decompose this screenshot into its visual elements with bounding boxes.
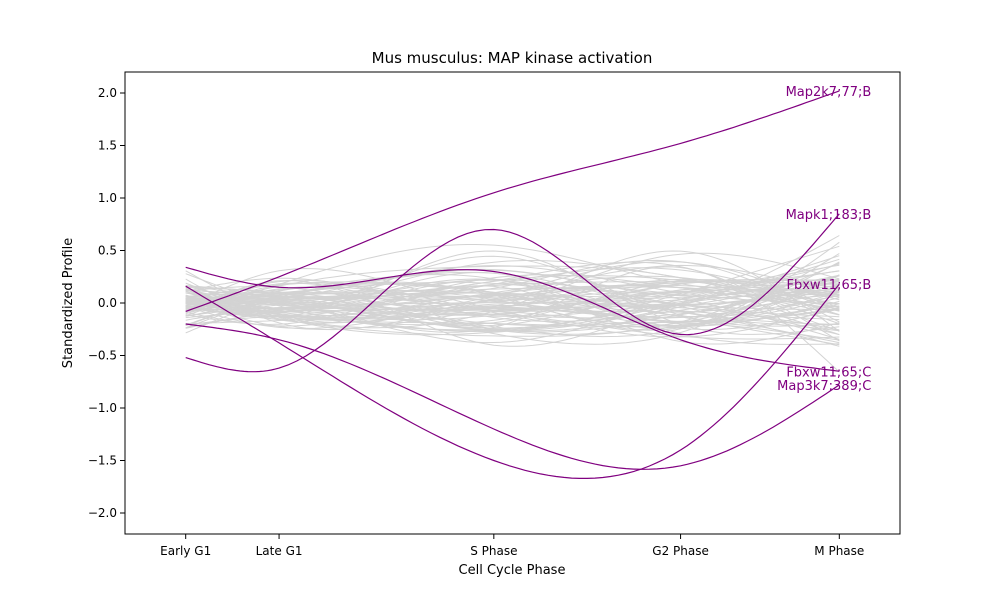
y-tick-label: 1.0 — [98, 191, 117, 205]
x-tick-label: M Phase — [814, 544, 864, 558]
background-series-line — [185, 278, 840, 318]
background-series-line — [185, 294, 840, 321]
highlighted-series-line — [185, 213, 840, 373]
background-series-line — [185, 274, 840, 317]
y-tick-label: 2.0 — [98, 86, 117, 100]
chart-title: Mus musculus: MAP kinase activation — [372, 49, 653, 67]
highlighted-labels-group: Map2k7;77;B Mapk1;183;B Fbxw11;65;B Fbxw11;… — [777, 85, 871, 394]
y-tick-label: 0.5 — [98, 244, 117, 258]
y-tick-label: −2.0 — [88, 506, 117, 520]
highlighted-series-line — [185, 323, 840, 470]
x-tick-label: G2 Phase — [652, 544, 709, 558]
series-end-label: Fbxw11;65;B — [786, 278, 871, 293]
background-series-line — [185, 280, 840, 313]
x-axis: Early G1 Late G1 S Phase G2 Phase M Phase — [160, 534, 864, 558]
background-series-line — [185, 279, 840, 347]
highlighted-series-group — [185, 90, 840, 479]
background-series-line — [185, 261, 840, 325]
background-series-line — [185, 279, 840, 318]
y-tick-label: −1.0 — [88, 401, 117, 415]
y-tick-label: 0.0 — [98, 296, 117, 310]
y-tick-label: −0.5 — [88, 349, 117, 363]
background-series-line — [185, 255, 840, 336]
highlighted-series-line — [185, 283, 840, 479]
y-tick-label: −1.5 — [88, 454, 117, 468]
background-series-group — [185, 235, 840, 373]
series-end-label: Map2k7;77;B — [786, 85, 872, 100]
highlighted-series-line — [185, 266, 840, 372]
background-series-line — [185, 283, 840, 321]
background-series-line — [185, 258, 840, 298]
x-tick-label: Late G1 — [256, 544, 303, 558]
highlighted-series-line — [185, 90, 840, 312]
y-axis-label: Standardized Profile — [61, 238, 76, 368]
background-series-line — [185, 245, 840, 333]
background-series-line — [185, 296, 840, 338]
series-end-label: Map3k7;389;C — [777, 379, 871, 394]
y-axis: −2.0 −1.5 −1.0 −0.5 0.0 0.5 1.0 1.5 2.0 — [88, 86, 125, 520]
x-axis-label: Cell Cycle Phase — [459, 563, 566, 578]
background-series-line — [185, 262, 840, 337]
x-tick-label: Early G1 — [160, 544, 211, 558]
series-end-label: Fbxw11;65;C — [786, 365, 871, 380]
y-tick-label: 1.5 — [98, 139, 117, 153]
series-end-label: Mapk1;183;B — [786, 208, 872, 223]
x-tick-label: S Phase — [470, 544, 517, 558]
